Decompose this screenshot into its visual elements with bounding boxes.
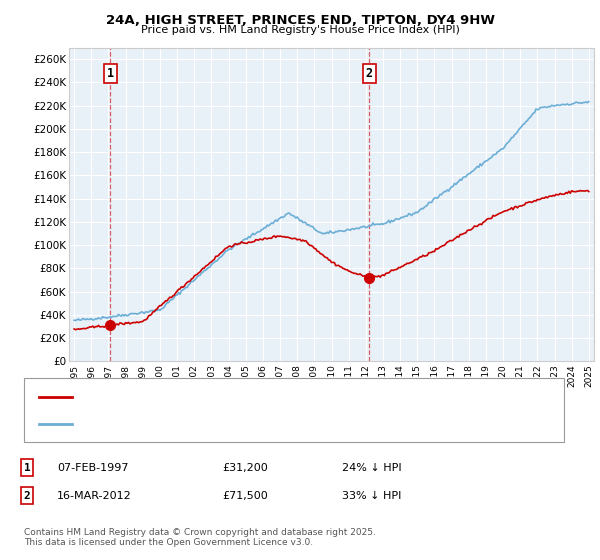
- Text: 33% ↓ HPI: 33% ↓ HPI: [342, 491, 401, 501]
- Text: 1: 1: [23, 463, 31, 473]
- Text: Contains HM Land Registry data © Crown copyright and database right 2025.
This d: Contains HM Land Registry data © Crown c…: [24, 528, 376, 547]
- Text: HPI: Average price, semi-detached house, Sandwell: HPI: Average price, semi-detached house,…: [78, 419, 347, 430]
- Text: Price paid vs. HM Land Registry's House Price Index (HPI): Price paid vs. HM Land Registry's House …: [140, 25, 460, 35]
- Text: 2: 2: [23, 491, 31, 501]
- Text: £71,500: £71,500: [222, 491, 268, 501]
- Text: 2: 2: [365, 67, 373, 80]
- Text: 16-MAR-2012: 16-MAR-2012: [57, 491, 132, 501]
- Text: £31,200: £31,200: [222, 463, 268, 473]
- Text: 24A, HIGH STREET, PRINCES END, TIPTON, DY4 9HW (semi-detached house): 24A, HIGH STREET, PRINCES END, TIPTON, D…: [78, 393, 473, 402]
- Text: 1: 1: [107, 67, 114, 80]
- Text: 24A, HIGH STREET, PRINCES END, TIPTON, DY4 9HW: 24A, HIGH STREET, PRINCES END, TIPTON, D…: [106, 14, 494, 27]
- Text: 24% ↓ HPI: 24% ↓ HPI: [342, 463, 401, 473]
- Text: 07-FEB-1997: 07-FEB-1997: [57, 463, 128, 473]
